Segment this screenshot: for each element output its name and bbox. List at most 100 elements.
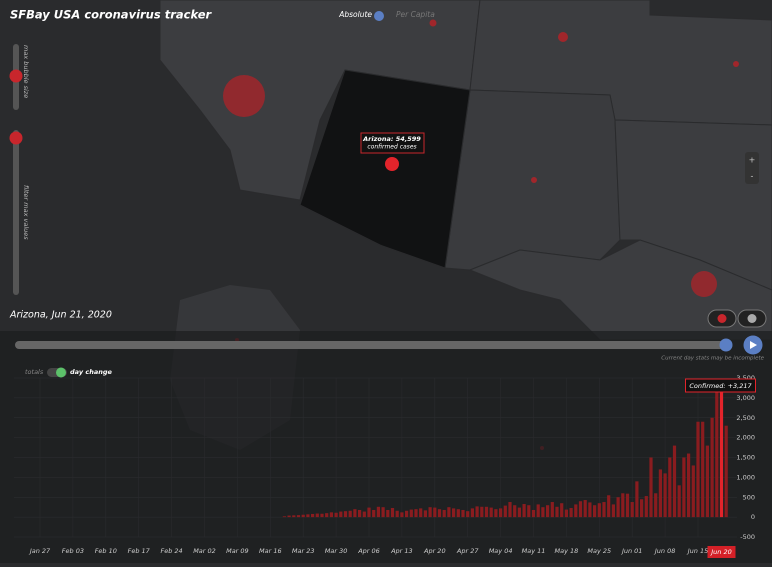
bar xyxy=(625,493,630,518)
bar xyxy=(311,513,315,518)
play-icon[interactable] xyxy=(750,341,757,349)
selection-label: Arizona, Jun 21, 2020 xyxy=(9,310,112,321)
toggle-day-change[interactable]: day change xyxy=(70,368,112,376)
map-tooltip xyxy=(360,132,425,154)
timeline-track[interactable] xyxy=(15,341,730,349)
slider-handle[interactable] xyxy=(9,69,23,83)
bar xyxy=(423,510,427,518)
y-tick-label: 3,500 xyxy=(736,374,755,382)
bubble[interactable] xyxy=(691,271,717,297)
bar xyxy=(578,501,583,518)
bar xyxy=(724,425,728,518)
x-tick-label: Mar 16 xyxy=(259,547,282,555)
y-tick-label: 500 xyxy=(743,493,755,501)
bar xyxy=(405,510,409,518)
bar xyxy=(428,507,432,518)
bar xyxy=(400,512,404,518)
toggle-per-capita[interactable]: Per Capita xyxy=(396,10,435,19)
bar xyxy=(419,508,423,518)
app-title: SFBay USA coronavirus tracker xyxy=(10,8,213,22)
tooltip-title: Arizona: 54,599 xyxy=(362,135,421,143)
y-tick-label: 2,500 xyxy=(736,414,755,422)
x-tick-label: May 25 xyxy=(587,547,611,555)
bar xyxy=(433,507,437,518)
bar xyxy=(461,509,465,518)
highlight-label-box xyxy=(707,546,736,558)
slider-track[interactable] xyxy=(13,130,19,295)
bar xyxy=(390,507,395,518)
bar xyxy=(343,511,348,518)
bubble[interactable] xyxy=(531,177,537,183)
x-tick-label: Jun 08 xyxy=(653,547,676,555)
bar xyxy=(649,457,653,518)
bar xyxy=(616,497,620,518)
zoom-out[interactable]: - xyxy=(751,172,754,181)
bar xyxy=(621,493,625,518)
bar xyxy=(602,502,606,518)
bar xyxy=(555,506,559,518)
bar xyxy=(499,508,503,518)
bar xyxy=(644,496,648,518)
chart-toggle-knob[interactable] xyxy=(56,367,66,378)
toggle-totals[interactable]: totals xyxy=(25,368,44,376)
bar xyxy=(395,510,399,518)
bubble[interactable] xyxy=(223,75,265,117)
bubble[interactable] xyxy=(733,61,739,67)
x-tick-label: Mar 02 xyxy=(193,547,216,555)
x-tick-label: Feb 03 xyxy=(62,547,84,555)
bar xyxy=(588,502,592,518)
bar xyxy=(715,389,719,518)
x-tick-label: Jun 15 xyxy=(686,547,709,555)
bar xyxy=(334,512,338,518)
zoom-in[interactable]: + xyxy=(749,156,756,165)
bar xyxy=(292,515,296,518)
bar xyxy=(536,504,540,518)
y-tick-label: 2,000 xyxy=(736,434,755,442)
x-tick-label: Apr 20 xyxy=(423,547,446,555)
bar xyxy=(484,506,489,518)
y-tick-label: 0 xyxy=(751,513,755,521)
y-tick-label: 1,500 xyxy=(736,454,755,462)
slider-label: max bubble size xyxy=(22,45,30,98)
toggle-absolute[interactable]: Absolute xyxy=(338,10,372,19)
bar xyxy=(409,509,413,518)
state-shape xyxy=(468,239,772,341)
color-toggle-dot[interactable] xyxy=(717,314,727,323)
x-tick-label: Mar 23 xyxy=(292,547,315,555)
bar xyxy=(456,509,460,518)
timeline-note: Current day stats may be incomplete xyxy=(661,356,764,362)
bar xyxy=(296,515,301,518)
bubble-selected[interactable] xyxy=(385,157,399,171)
x-tick-label: May 18 xyxy=(555,547,579,555)
x-tick-label: Apr 06 xyxy=(357,547,380,555)
bar xyxy=(682,457,686,518)
x-tick-label: Feb 24 xyxy=(160,547,182,555)
bar xyxy=(466,511,470,518)
timeline-handle[interactable] xyxy=(719,338,733,352)
x-tick-label: May 04 xyxy=(489,547,513,555)
bar xyxy=(348,510,352,518)
bar xyxy=(353,509,357,518)
bubble[interactable] xyxy=(558,32,568,42)
state-arizona[interactable] xyxy=(299,69,471,269)
bar xyxy=(607,495,611,518)
slider-handle[interactable] xyxy=(9,131,23,145)
bubble[interactable] xyxy=(429,19,437,27)
toggle-knob[interactable] xyxy=(374,11,384,21)
tooltip-subtitle: confirmed cases xyxy=(367,144,416,151)
bar xyxy=(372,509,376,518)
bar xyxy=(325,513,329,518)
bar xyxy=(635,481,639,518)
bar xyxy=(691,465,695,518)
bar xyxy=(287,515,291,518)
bar xyxy=(386,509,390,518)
x-tick-label: Mar 30 xyxy=(325,547,348,555)
x-tick-label: Jun 01 xyxy=(620,547,643,555)
x-tick-label: Feb 10 xyxy=(95,547,117,555)
x-tick-label: Apr 13 xyxy=(390,547,413,555)
zoom-control xyxy=(745,152,759,184)
bar xyxy=(719,389,724,518)
bar xyxy=(564,509,568,518)
color-toggle-dot[interactable] xyxy=(747,314,757,323)
